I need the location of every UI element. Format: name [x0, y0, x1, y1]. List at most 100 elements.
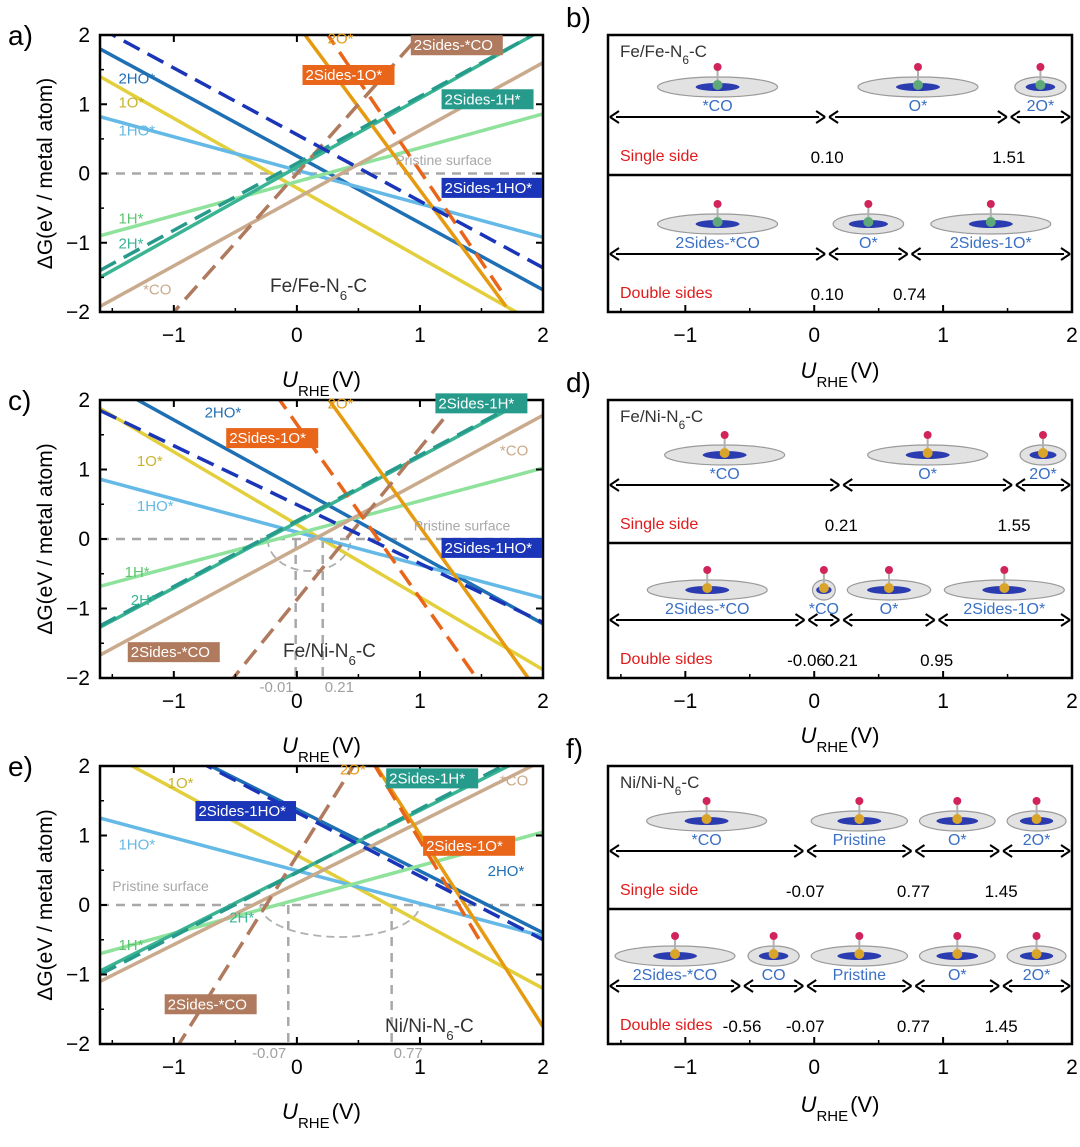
threshold-marker-label: 0.77: [394, 1045, 423, 1062]
arrow-head-left: [609, 110, 620, 124]
region-label: Pristine: [833, 967, 886, 984]
arrow-head-right: [829, 478, 840, 492]
metal-atom: [854, 949, 865, 959]
panel-a-ytick-label: −2: [66, 301, 90, 324]
series-label: 1O*: [137, 453, 163, 470]
region-label: *CO: [691, 832, 721, 849]
metal-atom: [818, 583, 829, 593]
series-line-1o: [128, 766, 543, 990]
metal-atom: [1031, 949, 1042, 959]
adsorbate-atom: [953, 797, 962, 805]
panel-label: f): [566, 733, 583, 764]
series-label-bg: [441, 537, 543, 558]
adsorbate-atom: [855, 797, 864, 805]
series-line-co: [100, 766, 536, 984]
arrow-head-right: [1060, 844, 1071, 858]
series-label: 2Sides-1HO*: [445, 180, 533, 197]
panel-label: c): [8, 385, 31, 416]
boundary-value-label: 1.55: [997, 516, 1030, 535]
boundary-value-label: -0.07: [786, 882, 825, 901]
series-label: 2O*: [340, 761, 366, 778]
panel-e-ytick-label: 2: [78, 755, 90, 778]
row-label: Single side: [620, 882, 698, 899]
region-label: 2O*: [1023, 967, 1051, 984]
arrow-head-right: [815, 110, 826, 124]
panel-e-ytick-label: 0: [78, 894, 90, 917]
series-line-1h: [100, 112, 543, 238]
metal-atom: [702, 583, 713, 593]
arrow-head-right: [1002, 478, 1013, 492]
panel-e-ytick-label: −1: [66, 964, 90, 987]
y-axis-label: ΔG(eV / metal atom): [34, 809, 57, 1000]
panel-a-xtick-label: −1: [162, 324, 186, 347]
arrow-head-right: [989, 979, 1000, 993]
arrow-head-right: [898, 247, 909, 261]
series-line-co: [100, 413, 543, 657]
panel-f-xlabel: URHE(V): [801, 1092, 880, 1125]
series-label: 1HO*: [137, 498, 174, 515]
system-label: Ni/Ni-N6-C: [385, 1016, 474, 1043]
panel-c-xlabel: URHE(V): [282, 733, 361, 766]
panel-b-xtick-label: −1: [673, 324, 697, 347]
adsorbate-atom: [855, 932, 864, 940]
metal-atom: [854, 814, 865, 824]
series-label: 2HO*: [488, 863, 525, 880]
metal-atom: [670, 949, 681, 959]
panel-c-xtick-label: −1: [162, 690, 186, 713]
series-label: 2Sides-1HO*: [445, 540, 533, 557]
series-line-1h: [100, 466, 543, 588]
arrow-head-left: [828, 247, 839, 261]
metal-atom: [701, 814, 712, 824]
series-label: 1H*: [125, 564, 150, 581]
panel-e-xtick-label: 1: [414, 1056, 426, 1079]
arrow-head-right: [901, 844, 913, 858]
row-label: Double sides: [620, 651, 713, 668]
metal-atom: [863, 217, 874, 227]
system-label: Fe/Fe-N6-C: [270, 276, 367, 303]
arrow-head-left: [842, 478, 853, 492]
metal-atom: [719, 448, 730, 458]
boundary-value-label: -0.06: [787, 651, 826, 670]
series-label: *CO: [500, 772, 528, 789]
series-label: 1H*: [118, 937, 143, 954]
region-label: *CO: [702, 98, 732, 115]
series-line-2o: [302, 35, 508, 308]
region-label: 2O*: [1029, 466, 1057, 483]
arrow-head-left: [914, 844, 926, 858]
panel-e-xtick-label: 2: [537, 1056, 549, 1079]
boundary-value-label: 0.10: [811, 148, 844, 167]
metal-atom: [712, 217, 723, 227]
pristine-surface-label: Pristine surface: [414, 518, 511, 534]
panel-a-ytick-label: −1: [66, 232, 90, 255]
series-line-2sides1ho: [203, 766, 543, 942]
series-label: 2Sides-1HO*: [198, 803, 286, 820]
panel-c-xtick-label: 2: [537, 690, 549, 713]
adsorbate-atom: [1039, 431, 1047, 439]
adsorbate-atom: [713, 63, 722, 71]
region-label: 2Sides-1O*: [950, 235, 1032, 252]
region-label: 2Sides-*CO: [675, 235, 759, 252]
boundary-value-label: 1.51: [992, 148, 1025, 167]
region-label: O*: [948, 967, 967, 984]
adsorbate-atom: [923, 431, 932, 439]
region-label: *CO: [809, 601, 839, 618]
series-line-2sidesco: [231, 400, 462, 678]
arrow-head-right: [793, 979, 804, 993]
panel-label: b): [566, 2, 591, 33]
series-label: 2HO*: [118, 70, 155, 87]
panel-e-ytick-label: 1: [78, 825, 90, 848]
series-label: 2O*: [328, 30, 354, 47]
series-line-2ho: [206, 766, 543, 935]
adsorbate-atom: [1032, 932, 1041, 940]
arrow-head-left: [743, 979, 754, 993]
row-label: Single side: [620, 148, 698, 165]
threshold-marker-label: 0.21: [325, 679, 354, 696]
series-line-2sidesco: [171, 35, 423, 312]
panel-c-xtick-label: 1: [414, 690, 426, 713]
arrow-head-right: [1060, 613, 1071, 627]
series-line-2sides1o: [373, 766, 483, 945]
adsorbate-atom: [720, 431, 729, 439]
series-line-2sides1ho: [109, 35, 543, 270]
panel-f-xtick-label: 0: [808, 1056, 820, 1079]
